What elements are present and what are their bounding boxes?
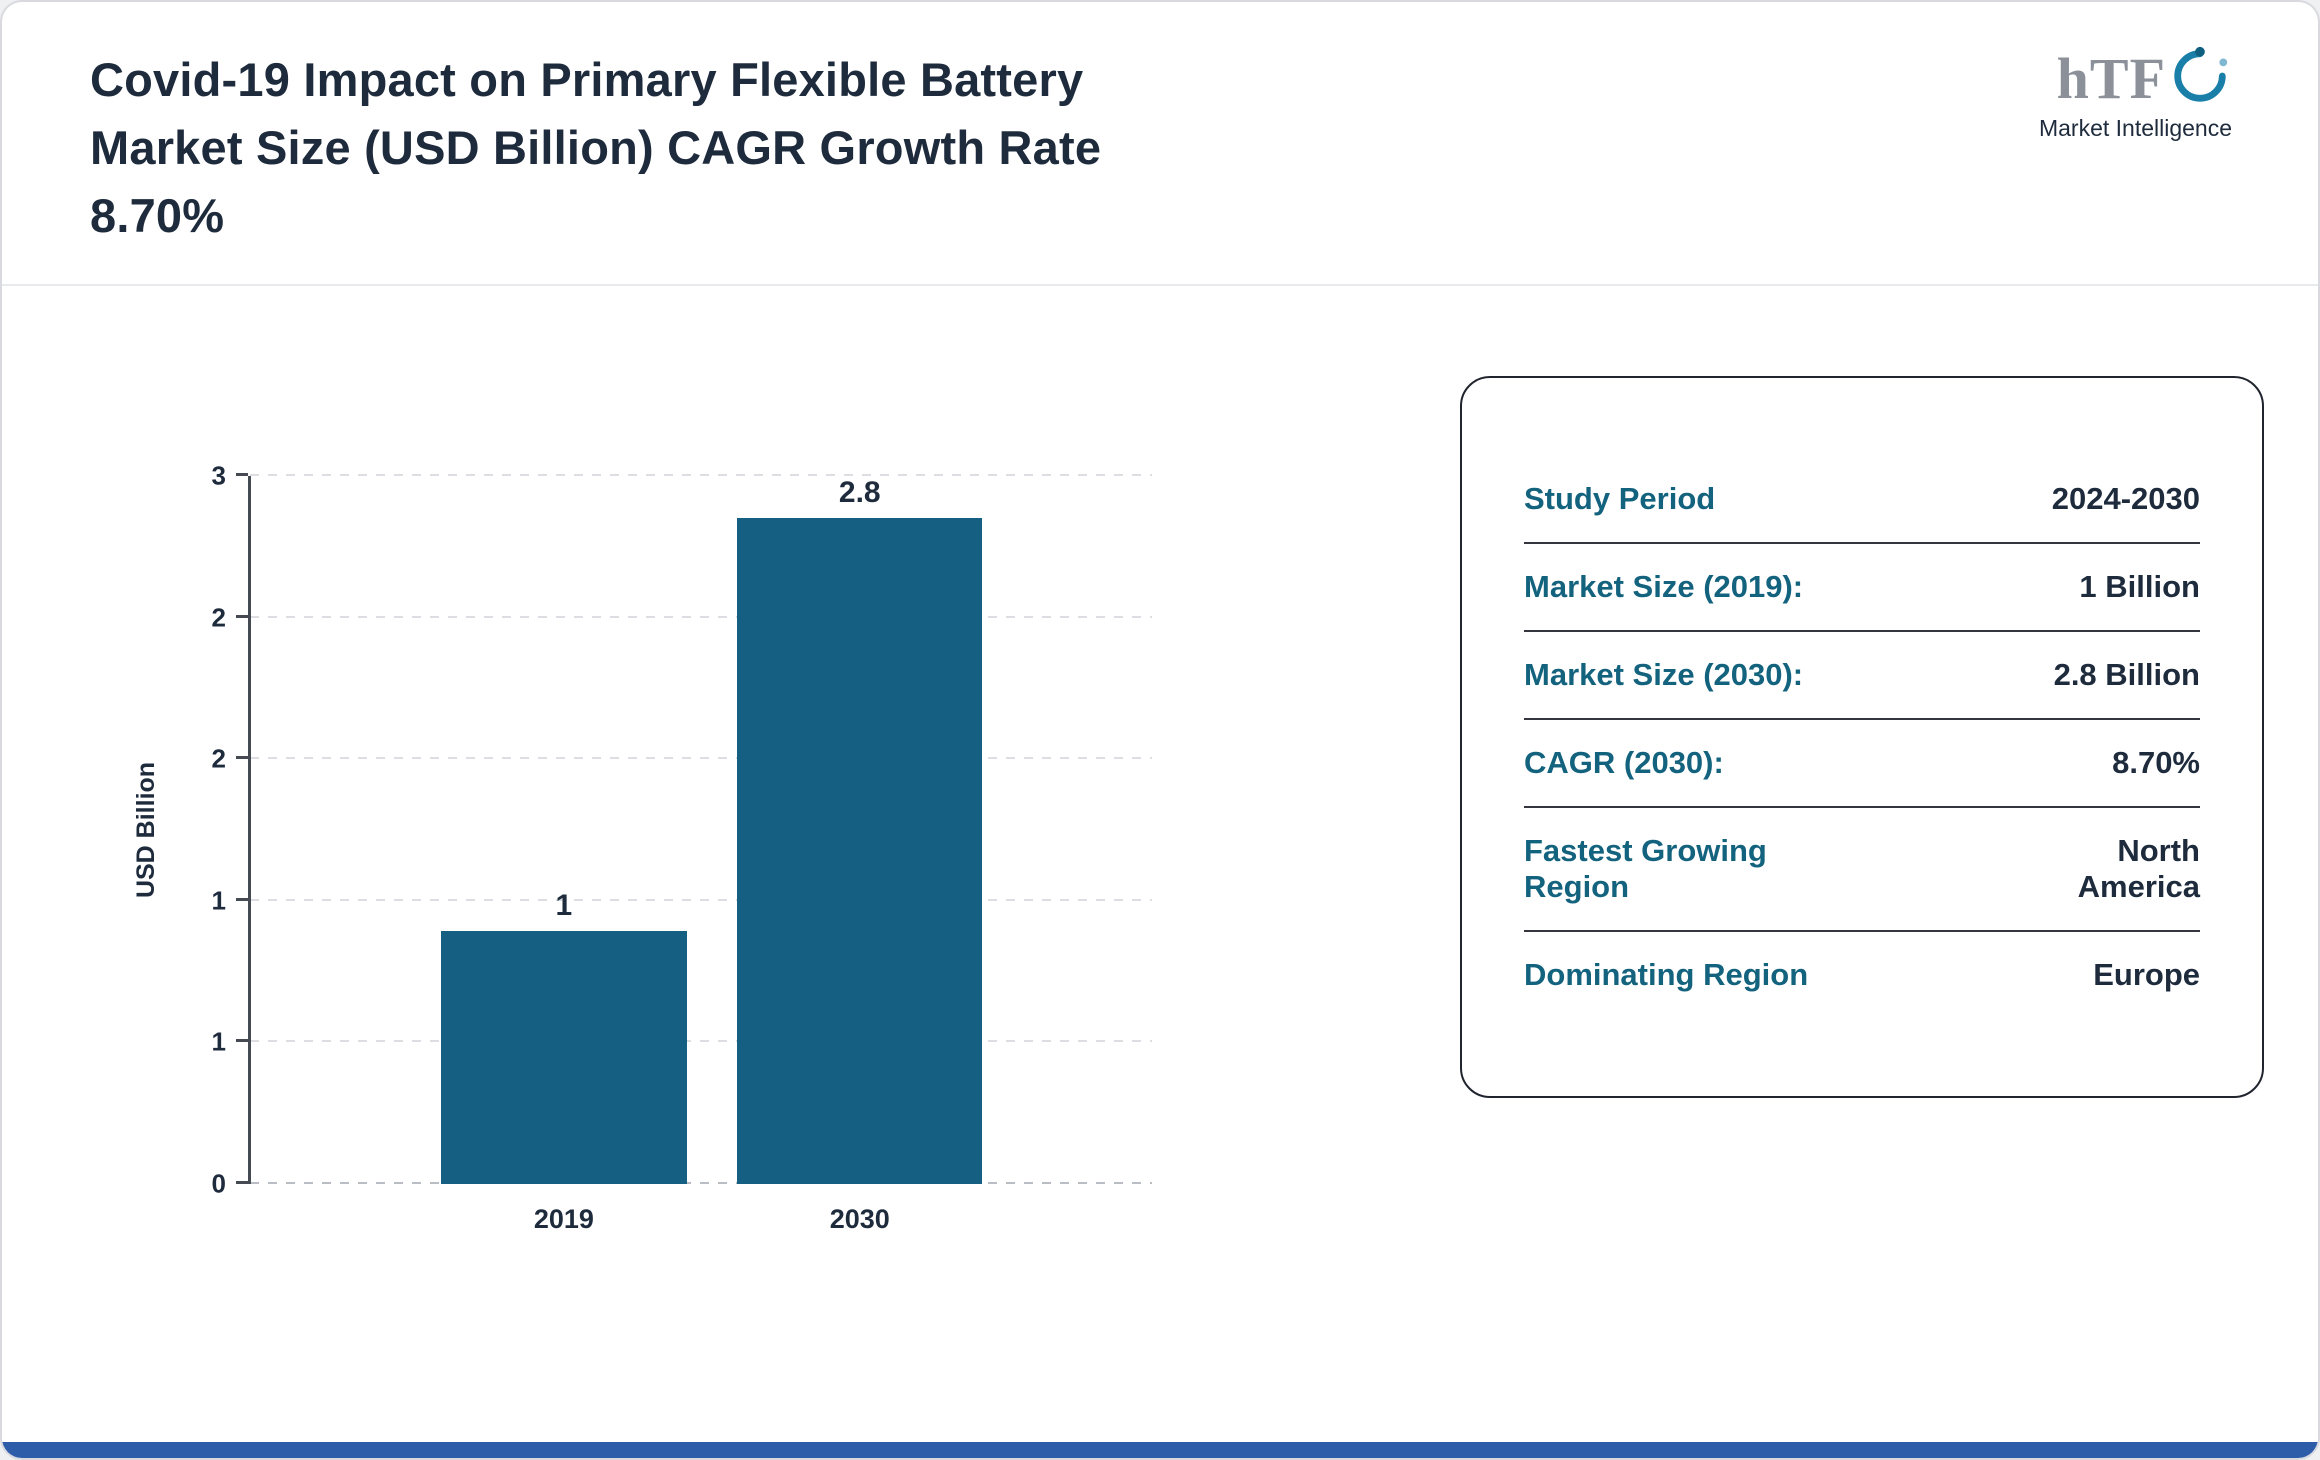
summary-label: Dominating Region — [1524, 957, 1809, 992]
y-tick-label: 1 — [211, 885, 226, 916]
htf-logo-text: hTF — [2056, 46, 2166, 111]
bar-value-label-2030: 2.8 — [838, 476, 881, 509]
bar-value-label-2019: 1 — [555, 889, 573, 923]
summary-label: CAGR (2030): — [1524, 745, 1724, 780]
y-tick-label: 1 — [211, 1026, 226, 1057]
bar-chart: USD Billion 0 1 1 2 2 3 1 2019 2.8 2030 — [132, 461, 1152, 1234]
htf-logo: hTF Market Intelligence — [2039, 44, 2232, 142]
gridline-4 — [250, 615, 1152, 618]
summary-value: 8.70% — [2112, 745, 2200, 780]
y-tick-mark — [236, 897, 248, 901]
y-tick-mark — [236, 614, 248, 618]
summary-value: Europe — [2093, 957, 2200, 992]
y-tick-label: 3 — [211, 460, 226, 491]
y-tick-label: 2 — [211, 602, 226, 633]
summary-label: Fastest Growing Region — [1524, 833, 1767, 904]
bar-group-2030: 2.8 2030 — [737, 476, 983, 1234]
summary-value: North America — [2077, 833, 2200, 904]
bar-rect-2019 — [441, 931, 687, 1184]
y-axis-title: USD Billion — [132, 761, 160, 899]
gridline-2 — [250, 898, 1152, 901]
htf-logo-row: hTF — [2039, 44, 2232, 113]
gridline-0 — [250, 1182, 1152, 1184]
y-tick-mark — [236, 473, 248, 476]
title-line-1: Covid-19 Impact on Primary Flexible Batt… — [90, 53, 1084, 106]
gridline-3 — [250, 757, 1152, 760]
y-tick-mark — [236, 1181, 248, 1184]
market-summary-panel: Study Period 2024-2030 Market Size (2019… — [1460, 376, 2264, 1098]
summary-value: 2024-2030 — [2051, 481, 2200, 516]
footer-accent-strip — [2, 1442, 2318, 1458]
header: Covid-19 Impact on Primary Flexible Batt… — [2, 2, 2318, 286]
title-line-3: 8.70% — [90, 189, 225, 242]
bar-group-2019: 1 2019 — [441, 476, 687, 1234]
summary-value: 2.8 Billion — [2053, 657, 2200, 692]
y-tick-label: 0 — [211, 1168, 226, 1199]
summary-value: 1 Billion — [2079, 569, 2200, 604]
title-line-2: Market Size (USD Billion) CAGR Growth Ra… — [90, 121, 1102, 174]
summary-row-fastest-growing-region: Fastest Growing Region North America — [1524, 808, 2200, 932]
summary-label: Study Period — [1524, 481, 1716, 516]
summary-row-cagr: CAGR (2030): 8.70% — [1524, 720, 2200, 808]
summary-row-study-period: Study Period 2024-2030 — [1524, 456, 2200, 544]
gridline-1 — [250, 1040, 1152, 1043]
htf-logo-subtext: Market Intelligence — [2038, 115, 2232, 141]
y-axis-line — [248, 476, 251, 1184]
x-tick-label-2030: 2030 — [829, 1204, 890, 1234]
summary-row-market-size-2019: Market Size (2019): 1 Billion — [1524, 544, 2200, 632]
summary-row-market-size-2030: Market Size (2030): 2.8 Billion — [1524, 632, 2200, 720]
page-title: Covid-19 Impact on Primary Flexible Batt… — [90, 46, 1101, 250]
htf-swirl-icon — [2168, 44, 2232, 113]
summary-label: Market Size (2019): — [1524, 569, 1804, 604]
x-tick-label-2019: 2019 — [533, 1204, 594, 1234]
summary-label: Market Size (2030): — [1524, 657, 1804, 692]
summary-row-dominating-region: Dominating Region Europe — [1524, 932, 2200, 1018]
y-tick-label: 2 — [211, 743, 226, 774]
gridline-5 — [250, 474, 1152, 476]
y-tick-mark — [236, 756, 248, 760]
y-tick-mark — [236, 1039, 248, 1043]
bar-rect-2030 — [737, 518, 983, 1184]
